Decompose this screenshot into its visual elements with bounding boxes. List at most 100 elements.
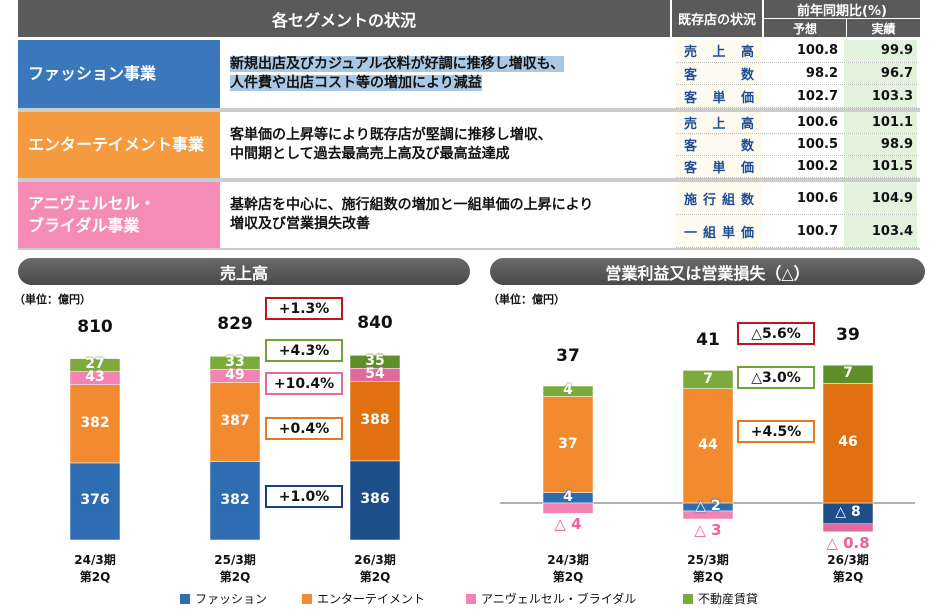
metric-label-char: 行: [702, 192, 716, 208]
bar-segment-2: [822, 523, 874, 533]
metric-row: 客数 100.5 98.9: [676, 134, 917, 156]
sales-unit: （単位：億円）: [14, 293, 91, 306]
segment-name: アニヴェルセル・: [28, 194, 156, 214]
metric-actual: 101.5: [844, 156, 917, 177]
metric-label-char: 一: [684, 225, 698, 241]
segment-label: 35: [365, 352, 385, 369]
legend-anniversaire: アニヴェルセル・ブライダル: [466, 590, 636, 607]
bar-segment-1: [209, 382, 261, 462]
metric-label-char: 組: [721, 192, 735, 208]
change-rate-box: +0.4%: [265, 417, 343, 440]
desc-line: 新規出店及びカジュアル衣料が好調に推移し増収も、: [230, 56, 565, 73]
x-axis-label: 24/3期 第2Q: [528, 552, 608, 586]
total-label: 41: [696, 330, 720, 351]
metric-row: 客数 98.2 96.7: [676, 62, 917, 86]
legend-realestate: 不動産賃貸: [683, 590, 758, 607]
segment-desc-anniversaire: 基幹店を中心に、施行組数の増加と一組単価の上昇により 増収及び営業損失改善: [222, 182, 672, 248]
metric-label-char: 価: [740, 161, 754, 176]
change-rate-box: +4.5%: [737, 420, 815, 443]
segment-label: 387: [220, 413, 250, 430]
legend-swatch: [466, 593, 476, 604]
total-label: 39: [836, 325, 860, 346]
segment-name: エンターテイメント事業: [28, 135, 205, 155]
total-label: 810: [77, 316, 113, 337]
bar-segment-2: [542, 502, 594, 514]
segment-label: 4: [563, 382, 573, 399]
bar-segment-3: [209, 356, 261, 370]
segment-label: 43: [85, 369, 105, 386]
bar-segment-3: [682, 370, 734, 389]
x-label-line: 第2Q: [359, 569, 391, 584]
bar-segment-3: [822, 364, 874, 384]
segment-fashion: ファッション事業: [18, 40, 220, 108]
legend-swatch: [683, 593, 693, 604]
segment-label: △ 0.8: [826, 533, 870, 552]
desc-line: 客単価の上昇等により既存店が堅調に推移し増収、: [230, 127, 552, 144]
metric-plan: 100.7: [796, 223, 838, 239]
metric-label: 売上高: [676, 40, 762, 62]
segment-label: 46: [838, 434, 858, 451]
sales-chart-title: 売上高: [18, 258, 470, 285]
metric-label-char: 組: [702, 225, 716, 241]
metric-label-char: 売: [684, 117, 698, 132]
bar-segment-2: [682, 510, 734, 520]
segment-label: 44: [698, 436, 718, 453]
bar-segment-1: [69, 384, 121, 464]
metric-plan: 100.8: [796, 43, 838, 59]
total-label: 840: [357, 313, 393, 334]
segment-label: 4: [563, 488, 573, 505]
x-label-line: 25/3期: [214, 553, 256, 567]
divider: [18, 248, 920, 250]
metric-label-char: 客: [684, 139, 698, 154]
x-axis-label: 26/3期 第2Q: [808, 552, 888, 586]
bar-segment-3: [349, 355, 401, 369]
desc-line: 増収及び営業損失改善: [230, 216, 370, 232]
metric-row: 客単価 100.2 101.5: [676, 156, 917, 178]
segment-label: △ 2: [695, 498, 721, 514]
segment-label: 376: [80, 492, 110, 509]
metric-label-char: 客: [684, 161, 698, 176]
x-axis-label: 25/3期第2Q: [668, 552, 748, 586]
x-axis-label: 26/3期 第2Q: [335, 552, 415, 586]
metric-label-char: 高: [740, 117, 754, 132]
metric-plan: 100.6: [796, 115, 838, 130]
bar-segment-3: [69, 358, 121, 372]
x-label-line: 第2Q: [219, 569, 251, 584]
segment-label: 27: [85, 356, 105, 373]
desc-line: 人件費や出店コスト等の増加により減益: [230, 75, 482, 91]
segment-label: △ 8: [835, 504, 861, 521]
change-rate-box: +10.4%: [265, 372, 343, 395]
metric-label-char: 価: [740, 90, 754, 106]
change-rate-box: +1.0%: [265, 485, 343, 508]
metric-row: 施行組数 100.6 104.9: [676, 182, 917, 215]
metric-label-char: 数: [740, 139, 754, 154]
change-rate-box: +4.3%: [265, 339, 343, 362]
metric-plan: 98.2: [805, 65, 838, 81]
x-label-line: 第2Q: [692, 569, 724, 584]
profit-chart-title: 営業利益又は営業損失（△）: [490, 258, 925, 285]
metric-actual: 103.4: [844, 215, 917, 247]
segment-name: ブライダル事業: [28, 216, 140, 235]
desc-line: 基幹店を中心に、施行組数の増加と一組単価の上昇により: [230, 197, 594, 214]
metric-label: 一組単価: [676, 215, 762, 247]
segment-label: 7: [703, 370, 713, 387]
legend-swatch: [302, 593, 312, 604]
x-label-line: 25/3期: [687, 553, 729, 567]
metric-plan: 100.6: [796, 190, 838, 206]
metric-label-char: 上: [712, 117, 726, 132]
metric-actual: 98.9: [844, 134, 917, 155]
metric-label-char: 単: [721, 225, 735, 241]
bar-segment-0: [209, 461, 261, 541]
segment-label: 33: [225, 353, 245, 370]
metric-label-char: 高: [740, 45, 754, 61]
bar-segment-0: [349, 460, 401, 541]
metric-actual: 104.9: [844, 182, 917, 214]
metric-label: 客単価: [676, 85, 762, 107]
metric-actual: 103.3: [844, 85, 917, 107]
bar-segment-0: [69, 462, 121, 541]
bar-segment-1: [542, 396, 594, 493]
bar-segment-1: [349, 381, 401, 462]
segment-label: 386: [360, 491, 390, 508]
x-label-line: 24/3期: [547, 553, 589, 567]
